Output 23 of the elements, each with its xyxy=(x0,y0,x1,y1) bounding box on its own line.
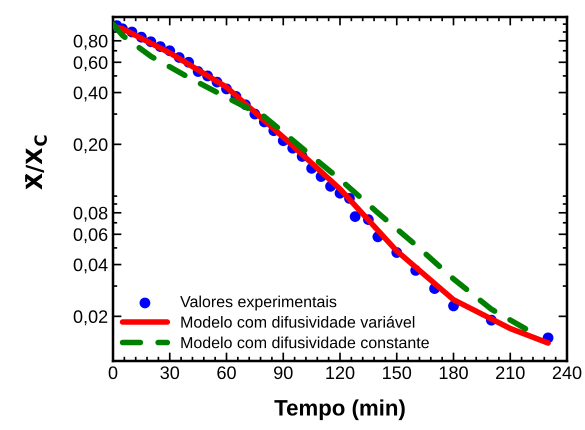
x-tick-label: 60 xyxy=(217,366,236,380)
x-tick-label: 0 xyxy=(108,366,118,380)
x-tick-label: 210 xyxy=(496,366,525,380)
x-tick-label: 90 xyxy=(274,366,293,380)
y-tick-label: 0,60 xyxy=(74,56,108,72)
x-tick-label: 180 xyxy=(440,366,468,380)
x-tick-label: 150 xyxy=(383,366,412,380)
y-tick-label: 0,80 xyxy=(74,34,108,50)
x-tick-label: 30 xyxy=(160,366,180,380)
x-tick-label: 240 xyxy=(552,366,582,380)
x-tick-label: 120 xyxy=(326,366,354,380)
y-axis-title: X̄/XC xyxy=(25,135,47,190)
y-tick-label: 0,06 xyxy=(74,228,108,244)
legend-label: Valores experimentais xyxy=(180,296,336,310)
y-tick-label: 0,04 xyxy=(74,258,108,274)
y-tick-label: 0,08 xyxy=(74,206,108,222)
legend-label: Modelo com difusividade variável xyxy=(181,316,414,328)
y-tick-label: 0,40 xyxy=(74,86,108,102)
y-tick-label: 0,20 xyxy=(74,138,108,154)
y-tick-label: 0,02 xyxy=(74,310,108,326)
legend-label: Modelo com difusividade constante xyxy=(181,336,429,348)
x-axis-title: Tempo (min) xyxy=(274,399,405,420)
point xyxy=(350,211,361,222)
